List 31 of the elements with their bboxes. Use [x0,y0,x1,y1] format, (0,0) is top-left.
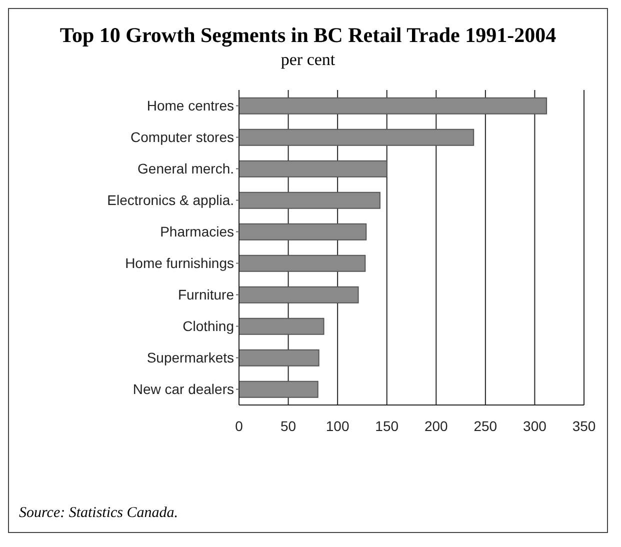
bar [239,97,548,114]
bar [239,160,388,178]
bar [239,223,367,240]
y-tick-label: Home furnishings [125,255,234,272]
chart-subtitle: per cent [280,50,336,70]
bar [239,286,359,304]
y-tick-label: Clothing [182,318,234,334]
x-tick-label: 50 [280,418,296,434]
y-tick-label: Pharmacies [160,224,234,240]
y-tick-label: Home centres [146,98,234,114]
y-tick-label: Computer stores [130,129,234,146]
bar [239,380,318,398]
x-tick-label: 0 [235,418,244,434]
x-tick-label: 200 [424,418,448,434]
x-tick-label: 150 [375,418,399,434]
x-tick-label: 100 [326,418,350,434]
y-tick-label: Furniture [178,286,234,303]
source-note: Source: Statistics Canada. [19,505,178,522]
bar [239,349,320,366]
y-tick-label: Electronics & applia. [107,192,234,208]
y-tick-label: Supermarkets [146,350,234,366]
bar [239,318,324,335]
bar [239,192,380,209]
bar [239,254,366,272]
y-tick-label: New car dealers [132,381,234,398]
y-tick-label: General merch. [138,160,234,177]
chart-title: Top 10 Growth Segments in BC Retail Trade 1991-2004 [58,23,558,48]
x-tick-label: 250 [474,418,498,434]
bar [239,128,474,146]
x-tick-label: 300 [523,418,547,434]
x-tick-label: 350 [572,418,596,434]
